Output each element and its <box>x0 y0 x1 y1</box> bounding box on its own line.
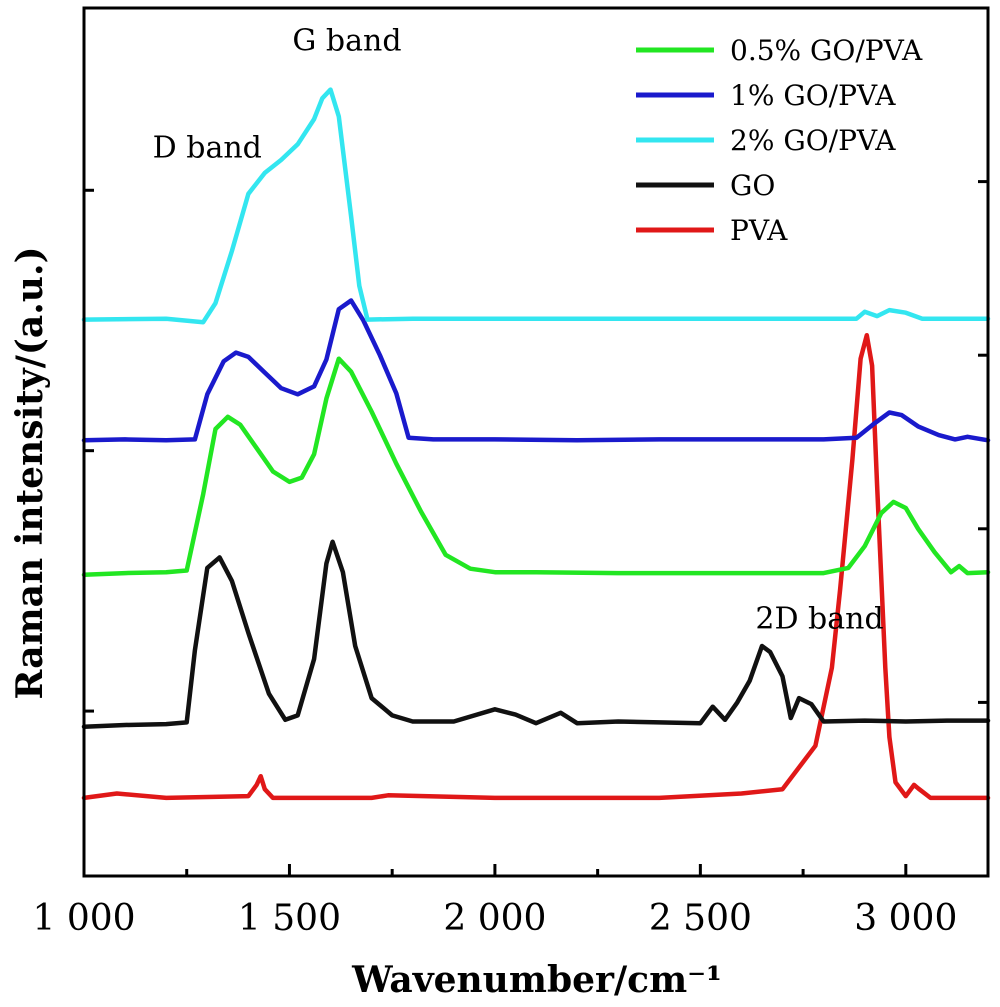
y-axis-title: Raman intensity/(a.u.) <box>9 246 51 699</box>
series-line-2-go-pva <box>81 87 991 325</box>
legend-label: 0.5% GO/PVA <box>730 34 923 67</box>
annotation-layer: D band G band 2D band <box>153 24 884 637</box>
series-line-1-go-pva <box>81 298 991 443</box>
legend-label: 1% GO/PVA <box>730 79 896 112</box>
x-tick-label: 1 000 <box>32 898 135 939</box>
legend-label: GO <box>730 169 775 202</box>
series-line-go <box>81 539 991 729</box>
x-axis-title: Wavenumber/cm⁻¹ <box>351 959 722 1001</box>
ticks-layer <box>82 180 988 876</box>
annotation-label: D band <box>153 130 262 165</box>
x-tick-label: 1 500 <box>238 898 341 939</box>
plot-frame <box>82 6 990 878</box>
series-line-pva <box>81 332 991 801</box>
series-layer <box>81 87 991 801</box>
legend-label: PVA <box>730 214 788 247</box>
annotation-label: G band <box>292 24 401 59</box>
series-line-0-5-go-pva <box>81 356 991 578</box>
x-tick-label: 3 000 <box>854 898 957 939</box>
legend-label: 2% GO/PVA <box>730 124 896 157</box>
annotation-label: 2D band <box>755 602 883 637</box>
x-tick-label: 2 000 <box>443 898 546 939</box>
x-tick-label: 2 500 <box>649 898 752 939</box>
x-tick-labels: 1 000 1 500 2 000 2 500 3 000 <box>32 898 957 939</box>
legend: 0.5% GO/PVA 1% GO/PVA 2% GO/PVA GO PVA <box>636 34 923 247</box>
